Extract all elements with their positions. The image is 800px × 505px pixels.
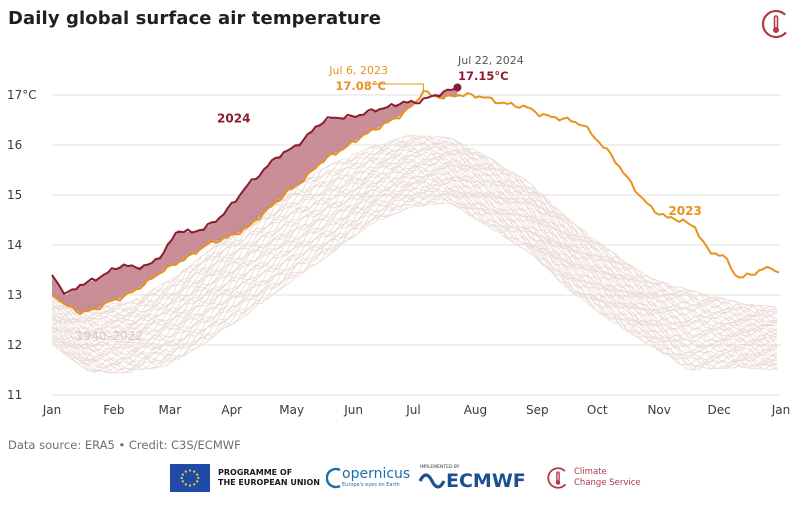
copernicus-c-icon	[326, 467, 341, 489]
series-line-2024	[51, 86, 458, 295]
x-tick-label: Feb	[103, 403, 124, 417]
annotation-value-2024: 17.15°C	[458, 69, 509, 83]
historical-series-line	[51, 156, 778, 337]
historical-series-line	[51, 187, 778, 369]
historical-series-line	[51, 195, 778, 373]
y-tick-label: 14	[7, 238, 22, 252]
x-tick-label: Sep	[526, 403, 549, 417]
historical-series-line	[51, 150, 778, 330]
historical-series-line	[51, 135, 778, 310]
historical-band	[51, 134, 778, 374]
axis-ticks: 11 12 13 14 15 16 17°C Jan Feb Mar Apr May Jun Jul Aug…	[7, 88, 790, 417]
chart-title: Daily global surface air temperature	[8, 8, 382, 29]
annotation-date-2023: Jul 6, 2023	[328, 64, 388, 77]
series-label: 2023	[668, 204, 701, 218]
chart-area: 11 12 13 14 15 16 17°C Jan Feb Mar Apr May Jun Jul Aug…	[7, 54, 790, 417]
series-label: 1940–2022	[76, 329, 143, 343]
ecmwf-implemented-by: IMPLEMENTED BY	[420, 465, 460, 470]
annotation-date-2024: Jul 22, 2024	[457, 54, 524, 67]
x-tick-label: Mar	[159, 403, 182, 417]
y-tick-label: 13	[7, 288, 22, 302]
historical-series-line	[51, 156, 778, 336]
series-label: 2024	[217, 112, 250, 126]
historical-series-line	[51, 168, 778, 348]
x-tick-label: Jan	[42, 403, 62, 417]
ecmwf-wordmark: ECMWF	[446, 470, 526, 492]
series-lines	[51, 86, 780, 316]
historical-series-line	[51, 187, 778, 366]
eu-programme-text: PROGRAMME OF THE EUROPEAN UNION	[218, 462, 320, 494]
x-tick-label: Oct	[587, 403, 608, 417]
series-line-2023	[51, 90, 780, 316]
y-tick-label: 15	[7, 188, 22, 202]
historical-series-line	[51, 137, 778, 318]
ecmwf-wave-icon	[418, 473, 446, 489]
copernicus-tagline: Europe's eyes on Earth	[342, 482, 400, 488]
historical-series-line	[51, 142, 778, 324]
historical-series-line	[51, 146, 778, 327]
c3s-footer-logo: Climate Change Service	[546, 462, 641, 494]
y-tick-label: 17°C	[7, 88, 37, 102]
annotation-value-2023: 17.08°C	[335, 79, 386, 93]
eu-flag-icon	[170, 464, 210, 492]
historical-series-line	[51, 162, 778, 342]
ecmwf-logo: IMPLEMENTED BY ECMWF	[418, 462, 526, 494]
x-tick-label: Nov	[647, 403, 670, 417]
annotations: 2024 2023 1940–2022 Jul 6, 2023 17.08°C Jul 2…	[76, 54, 702, 343]
x-tick-label: Jul	[405, 403, 420, 417]
historical-series-line	[51, 174, 778, 355]
copernicus-wordmark: opernicus	[342, 466, 411, 482]
y-tick-label: 16	[7, 138, 22, 152]
historical-series-line	[51, 194, 778, 374]
climate-change-service-icon	[547, 467, 569, 489]
x-tick-label: Jun	[343, 403, 363, 417]
y-tick-label: 11	[7, 388, 22, 402]
eu-flag-logo	[170, 462, 210, 494]
eu-line-2: THE EUROPEAN UNION	[218, 478, 320, 487]
historical-series-line	[51, 135, 778, 317]
eu-line-1: PROGRAMME OF	[218, 468, 293, 477]
historical-series-line	[51, 134, 778, 314]
historical-series-line	[51, 165, 778, 344]
historical-series-line	[51, 170, 778, 350]
x-tick-label: Apr	[221, 403, 242, 417]
historical-series-line	[51, 137, 778, 317]
x-tick-label: Aug	[464, 403, 487, 417]
anomaly-fill-2024	[52, 87, 458, 313]
historical-series-line	[51, 194, 778, 374]
c3s-line-1: Climate	[574, 467, 607, 477]
historical-series-line	[51, 142, 778, 323]
historical-series-line	[51, 180, 778, 360]
x-tick-label: May	[279, 403, 304, 417]
historical-series-line	[51, 179, 778, 359]
y-tick-label: 12	[7, 338, 22, 352]
historical-series-line	[51, 191, 778, 371]
copernicus-logo: opernicus Europe's eyes on Earth	[326, 462, 410, 494]
c3s-logo-icon	[761, 9, 791, 39]
historical-series-line	[51, 167, 778, 348]
c3s-line-2: Change Service	[574, 478, 641, 488]
historical-series-line	[51, 135, 778, 315]
annotation-marker-2024	[453, 83, 462, 92]
x-tick-label: Jan	[771, 403, 791, 417]
difference-fill	[52, 87, 458, 313]
data-source-credit: Data source: ERA5 • Credit: C3S/ECMWF	[8, 438, 241, 452]
x-tick-label: Dec	[707, 403, 730, 417]
historical-series-line	[51, 153, 778, 334]
historical-series-line	[51, 158, 778, 338]
